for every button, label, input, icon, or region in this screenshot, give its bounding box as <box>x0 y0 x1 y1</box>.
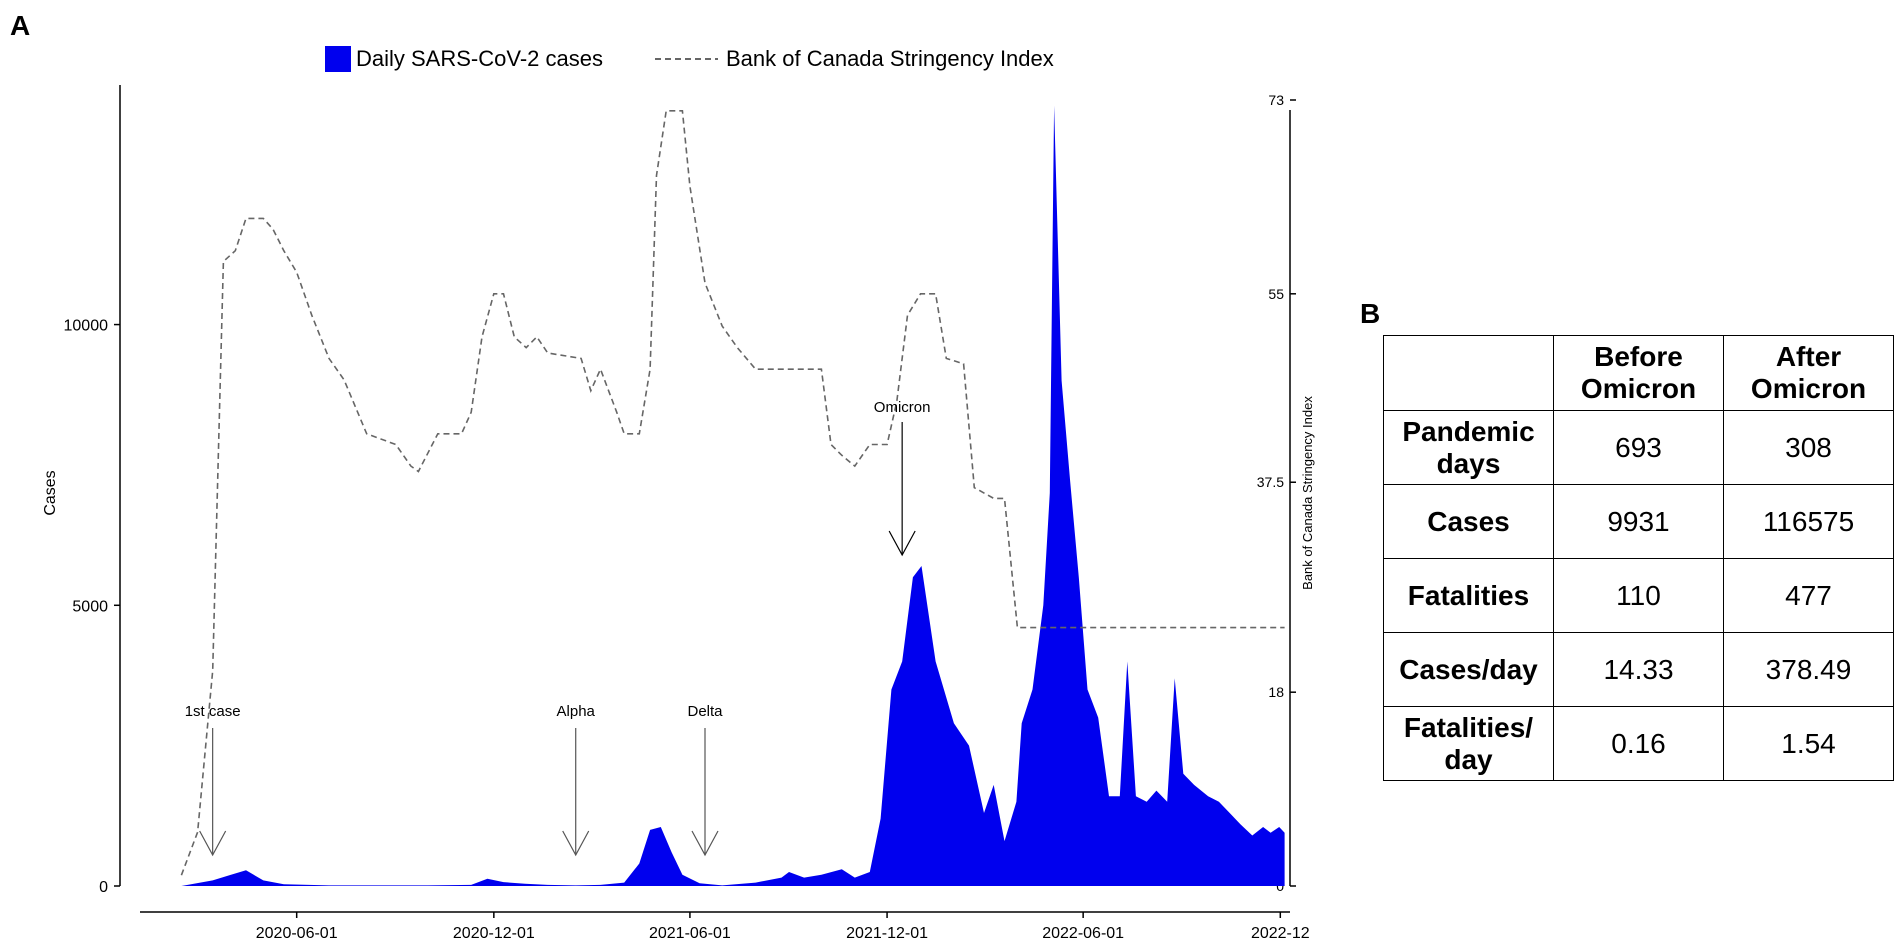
cases-stringency-chart: A Daily SARS-CoV-2 cases Bank of Canada S… <box>10 10 1315 942</box>
x-tick-label: 2021-12-01 <box>846 925 928 942</box>
table-row: Fatalities/ day 0.16 1.54 <box>1383 706 1894 781</box>
after-value: 1.54 <box>1723 706 1894 781</box>
chart-annotations: 1st case Alpha Delta Omicron <box>185 399 931 857</box>
table-header-row: Before Omicron After Omicron <box>1383 335 1894 411</box>
y2-tick-label: 73 <box>1268 92 1284 108</box>
y2-tick-label: 18 <box>1268 684 1284 700</box>
table-row: Cases 9931 116575 <box>1383 484 1894 559</box>
annotation-arrowhead <box>691 830 719 857</box>
table-header-before: Before Omicron <box>1553 335 1724 411</box>
x-tick-label: 2022-06-01 <box>1042 925 1124 942</box>
y-tick-label: 5000 <box>72 598 108 615</box>
table-row: Fatalities 110 477 <box>1383 558 1894 633</box>
y-tick-label: 10000 <box>64 318 109 335</box>
before-value: 693 <box>1553 410 1724 485</box>
before-value: 9931 <box>1553 484 1724 559</box>
row-label: Cases <box>1383 484 1554 559</box>
panel-a-label: A <box>10 10 30 41</box>
y2-tick-label: 37.5 <box>1257 474 1284 490</box>
annotation-label: Delta <box>687 703 723 720</box>
cases-area <box>137 105 1285 887</box>
before-value: 0.16 <box>1553 706 1724 781</box>
stringency-line <box>180 110 1285 876</box>
before-value: 110 <box>1553 558 1724 633</box>
legend-swatch-cases <box>325 46 351 72</box>
row-label: Pandemic days <box>1383 410 1554 485</box>
annotation-arrowhead <box>888 530 916 557</box>
annotation-arrowhead <box>199 830 227 857</box>
omicron-comparison-table: Before Omicron After Omicron Pandemic da… <box>1383 335 1894 781</box>
y-axis-label: Cases <box>42 470 59 515</box>
table-header-empty <box>1383 335 1554 411</box>
chart-series <box>137 105 1285 887</box>
legend-label-cases: Daily SARS-CoV-2 cases <box>356 46 603 71</box>
legend-label-stringency: Bank of Canada Stringency Index <box>726 46 1054 71</box>
x-tick-label: 2021-06-01 <box>649 925 731 942</box>
chart-legend: Daily SARS-CoV-2 cases Bank of Canada Str… <box>325 46 1054 72</box>
annotation-label: Omicron <box>874 399 931 416</box>
y2-tick-label: 55 <box>1268 286 1284 302</box>
table-row: Cases/day 14.33 378.49 <box>1383 632 1894 707</box>
before-value: 14.33 <box>1553 632 1724 707</box>
after-value: 378.49 <box>1723 632 1894 707</box>
y-tick-label: 0 <box>99 879 108 896</box>
x-tick-label: 2020-06-01 <box>256 925 338 942</box>
panel-b-label: B <box>1360 298 1381 329</box>
row-label: Fatalities <box>1383 558 1554 633</box>
x-tick-label: 2022-12 <box>1251 925 1310 942</box>
after-value: 116575 <box>1723 484 1894 559</box>
x-tick-label: 2020-12-01 <box>453 925 535 942</box>
table-row: Pandemic days 693 308 <box>1383 410 1894 485</box>
after-value: 308 <box>1723 410 1894 485</box>
annotation-arrowhead <box>562 830 590 857</box>
table-header-after: After Omicron <box>1723 335 1894 411</box>
annotation-label: Alpha <box>557 703 596 720</box>
row-label: Fatalities/ day <box>1383 706 1554 781</box>
row-label: Cases/day <box>1383 632 1554 707</box>
annotation-label: 1st case <box>185 703 241 720</box>
y2-axis-label: Bank of Canada Stringency Index <box>1300 396 1315 590</box>
after-value: 477 <box>1723 558 1894 633</box>
